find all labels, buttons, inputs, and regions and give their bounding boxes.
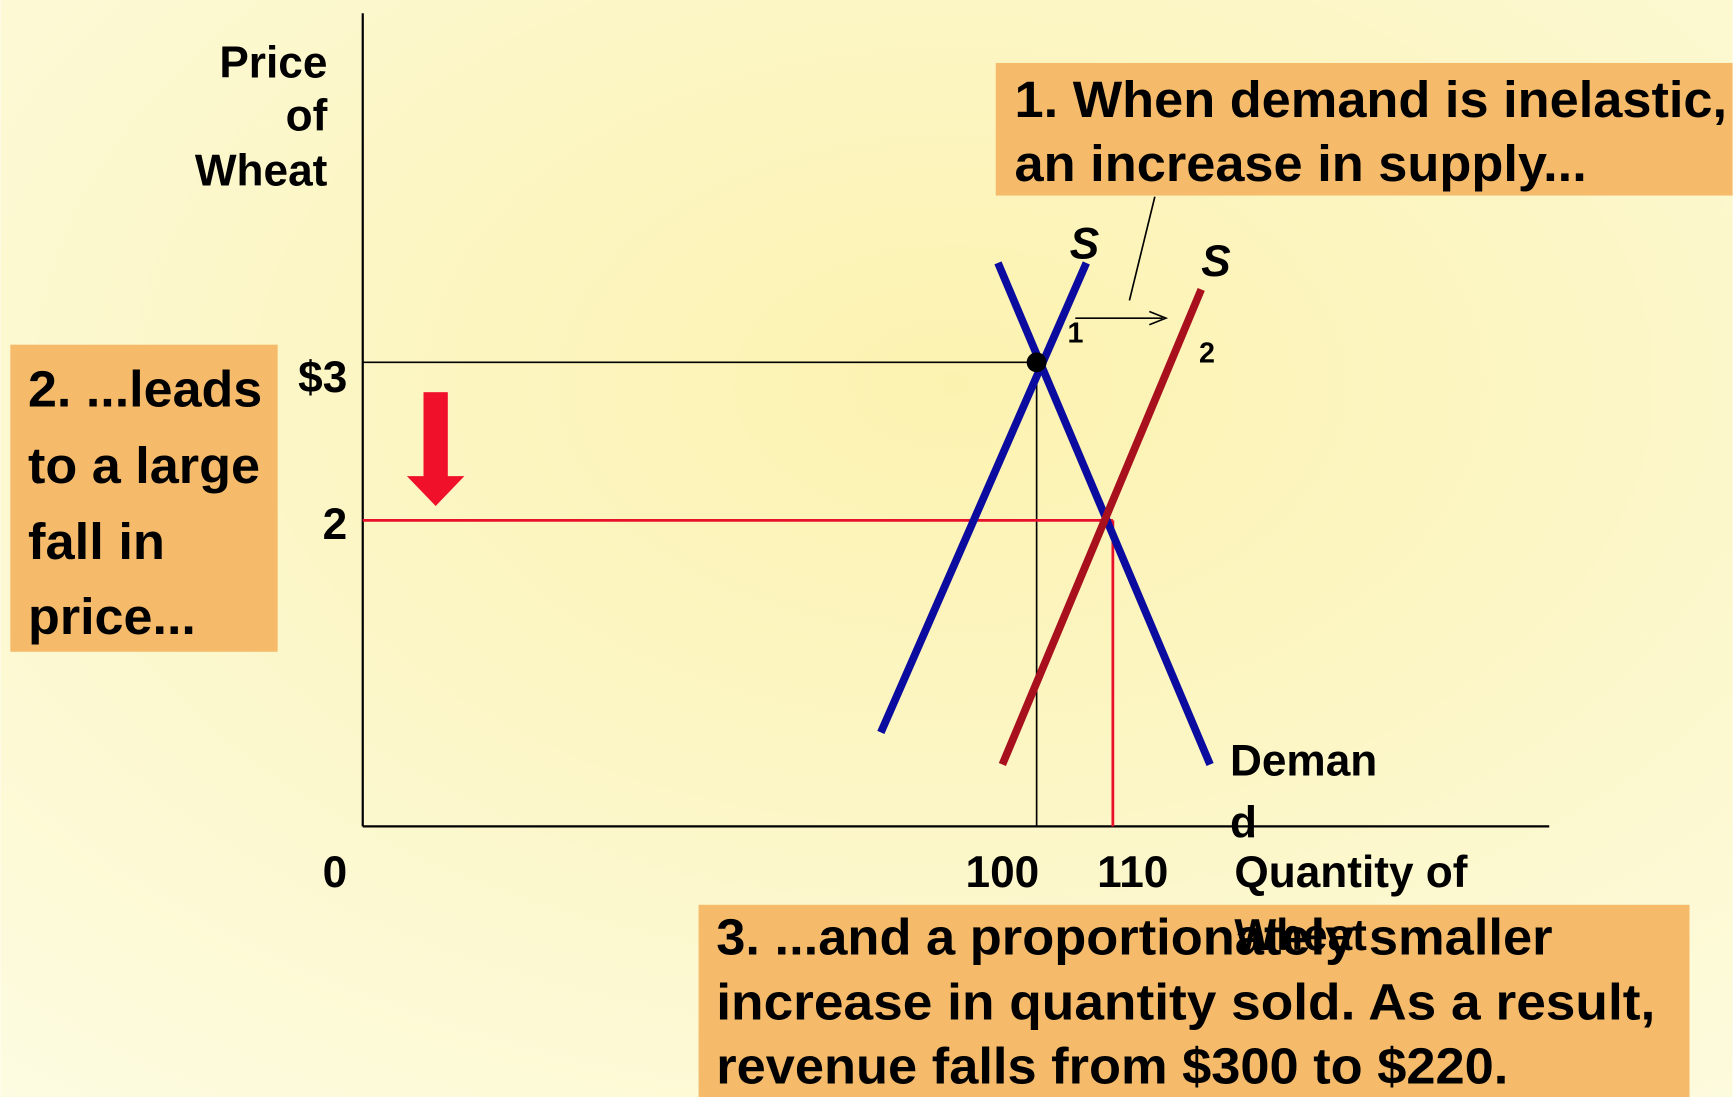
callout-box: [995, 62, 1733, 196]
equilibrium-point: [1026, 352, 1047, 373]
tick-label: 2: [323, 500, 348, 549]
curve-label: d: [1230, 798, 1257, 847]
callout-text: price...: [28, 588, 196, 645]
supply-curve: [998, 287, 1205, 766]
down-arrow: [423, 392, 448, 479]
curve-subscript: 1: [1068, 317, 1084, 349]
curve-label: S: [1201, 237, 1231, 286]
arrow-head: [1149, 310, 1169, 326]
x-axis-label: Wheat: [1234, 911, 1367, 960]
curve-label: S: [1070, 220, 1100, 269]
y-axis-label: Price: [219, 38, 327, 87]
tick-label: $3: [298, 353, 347, 402]
pointer-line: [1128, 196, 1156, 301]
callout-text: fall in: [28, 513, 165, 570]
callout-text: to a large: [28, 437, 260, 494]
x-axis-label: Quantity of: [1234, 848, 1467, 897]
callout-text: increase in quantity sold. As a result,: [716, 974, 1655, 1031]
tick-label: 100: [966, 848, 1040, 897]
callout-text: 2. ...leads: [28, 361, 262, 418]
y-axis-label: of: [286, 91, 328, 140]
supply-curve: [877, 261, 1090, 734]
tick-label: 110: [1097, 848, 1168, 897]
callout-box: [10, 344, 278, 652]
callout-box: [698, 904, 1690, 1097]
callout-text: 1. When demand is inelastic,: [1015, 71, 1728, 128]
down-arrow-head: [406, 476, 465, 506]
curve-label: Deman: [1230, 737, 1377, 786]
callout-text: 3. ...and a proportionately smaller: [716, 908, 1552, 965]
callout-text: an increase in supply...: [1015, 135, 1587, 192]
curve-subscript: 2: [1199, 337, 1215, 369]
callout-text: revenue falls from $300 to $220.: [716, 1038, 1508, 1095]
y-axis-label: Wheat: [195, 147, 328, 196]
origin-label: 0: [323, 848, 348, 897]
